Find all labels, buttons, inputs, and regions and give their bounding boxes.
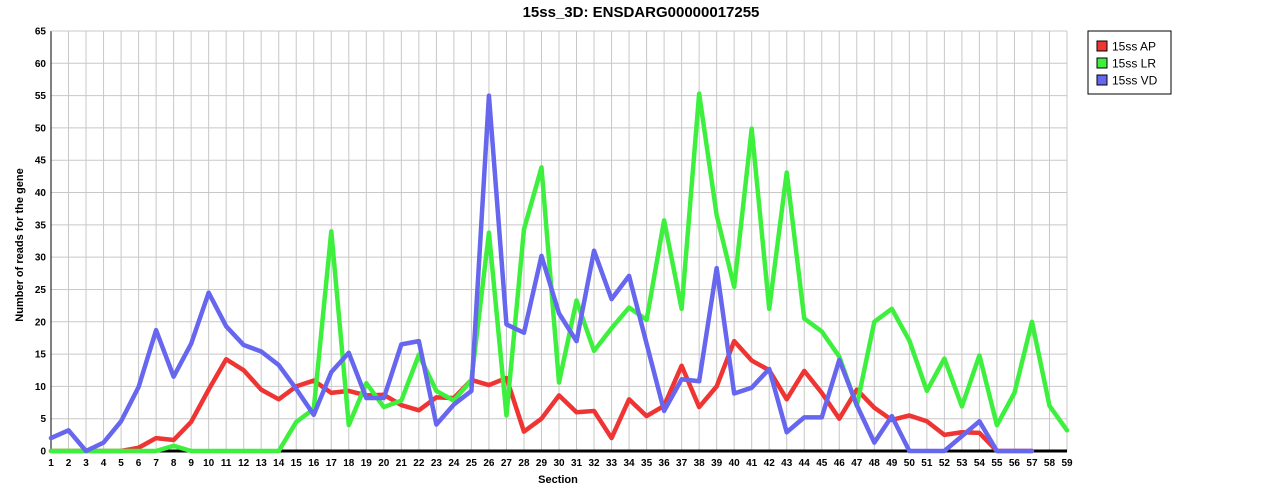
x-tick-label: 38: [694, 458, 706, 469]
y-tick-label: 15: [35, 350, 47, 361]
y-tick-label: 25: [35, 285, 47, 296]
x-tick-label: 11: [221, 458, 232, 469]
x-tick-label: 24: [448, 458, 460, 469]
legend-label: 15ss AP: [1112, 40, 1156, 54]
x-tick-label: 4: [101, 458, 107, 469]
x-tick-label: 12: [238, 458, 250, 469]
x-tick-label: 14: [273, 458, 285, 469]
x-tick-label: 59: [1061, 458, 1073, 469]
legend: 15ss AP 15ss LR 15ss VD: [1087, 30, 1172, 95]
x-tick-label: 15: [291, 458, 303, 469]
x-tick-label: 50: [904, 458, 916, 469]
y-tick-label: 35: [35, 220, 47, 231]
x-tick-label: 52: [939, 458, 951, 469]
x-tick-label: 8: [171, 458, 177, 469]
grid: [50, 30, 1068, 452]
x-tick-label: 57: [1026, 458, 1038, 469]
x-tick-label: 6: [136, 458, 142, 469]
x-tick-label: 44: [799, 458, 811, 469]
x-tick-label: 45: [816, 458, 828, 469]
y-axis: 0 5 10 15 20 25 30 35 40 45 50 55 60 65: [35, 27, 47, 458]
x-tick-label: 25: [466, 458, 478, 469]
y-tick-label: 0: [40, 447, 46, 458]
x-tick-label: 19: [361, 458, 373, 469]
y-tick-label: 5: [40, 414, 46, 425]
x-tick-label: 3: [83, 458, 89, 469]
x-tick-label: 22: [413, 458, 425, 469]
x-tick-label: 54: [974, 458, 986, 469]
x-tick-label: 58: [1044, 458, 1056, 469]
x-tick-label: 43: [781, 458, 793, 469]
series-lines: [48, 91, 1070, 454]
x-axis-title: Section: [538, 474, 578, 486]
chart-title: 15ss_3D: ENSDARG00000017255: [523, 4, 760, 21]
y-tick-label: 45: [35, 156, 47, 167]
x-tick-label: 42: [764, 458, 776, 469]
y-tick-label: 60: [35, 59, 47, 70]
x-tick-label: 35: [641, 458, 653, 469]
x-tick-label: 5: [118, 458, 124, 469]
x-tick-label: 27: [501, 458, 513, 469]
x-tick-label: 1: [48, 458, 54, 469]
x-tick-label: 56: [1009, 458, 1021, 469]
y-tick-label: 40: [35, 188, 47, 199]
x-axis: 1 2 3 4 5 6 7 8 9 10 11 12 13 14 15 16 17 18 19 20 21 22 23 24 2…: [48, 458, 1073, 469]
x-tick-label: 55: [991, 458, 1003, 469]
legend-label: 15ss VD: [1112, 74, 1158, 88]
x-tick-label: 9: [188, 458, 194, 469]
y-tick-label: 65: [35, 27, 47, 38]
x-tick-label: 40: [729, 458, 741, 469]
x-tick-label: 23: [431, 458, 443, 469]
x-tick-label: 49: [886, 458, 898, 469]
x-tick-label: 31: [571, 458, 583, 469]
y-tick-label: 30: [35, 253, 47, 264]
x-tick-label: 7: [153, 458, 159, 469]
x-tick-label: 17: [326, 458, 338, 469]
legend-swatch: [1096, 40, 1108, 52]
x-tick-label: 20: [378, 458, 390, 469]
x-tick-label: 30: [553, 458, 565, 469]
legend-label: 15ss LR: [1112, 57, 1156, 71]
y-tick-label: 50: [35, 123, 47, 134]
x-tick-label: 10: [203, 458, 215, 469]
y-tick-label: 55: [35, 91, 47, 102]
x-tick-label: 21: [396, 458, 408, 469]
x-tick-label: 29: [536, 458, 548, 469]
x-tick-label: 48: [869, 458, 881, 469]
x-tick-label: 37: [676, 458, 688, 469]
x-tick-label: 16: [308, 458, 320, 469]
y-tick-label: 10: [35, 382, 47, 393]
x-tick-label: 53: [956, 458, 968, 469]
x-tick-label: 33: [606, 458, 618, 469]
x-tick-label: 13: [256, 458, 268, 469]
x-tick-label: 51: [921, 458, 933, 469]
x-tick-label: 18: [343, 458, 355, 469]
legend-swatch: [1096, 74, 1108, 86]
x-tick-label: 32: [588, 458, 600, 469]
x-tick-label: 46: [834, 458, 846, 469]
series-line-2: [48, 91, 1070, 454]
x-tick-label: 47: [851, 458, 863, 469]
x-tick-label: 39: [711, 458, 723, 469]
x-tick-label: 41: [746, 458, 758, 469]
series-line-1: [48, 338, 1035, 454]
x-tick-label: 28: [518, 458, 530, 469]
y-tick-label: 20: [35, 317, 47, 328]
x-tick-label: 36: [659, 458, 671, 469]
y-axis-title: Number of reads for the gene: [14, 168, 26, 321]
x-tick-label: 34: [624, 458, 636, 469]
series-line-3: [48, 93, 1035, 454]
x-tick-label: 2: [66, 458, 72, 469]
legend-swatch: [1096, 57, 1108, 69]
x-tick-label: 26: [483, 458, 495, 469]
